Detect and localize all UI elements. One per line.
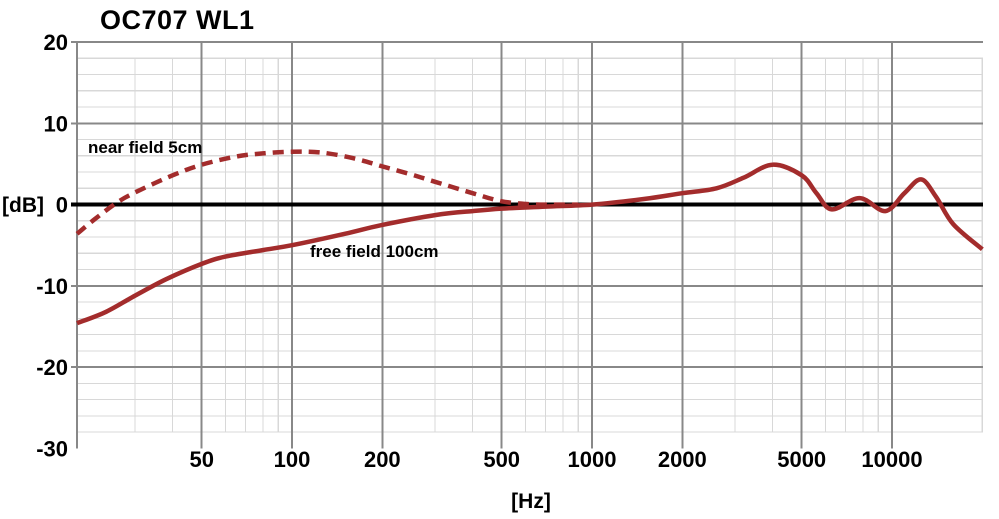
y-tick-label: -30 [36, 436, 68, 461]
chart-title: OC707 WL1 [100, 5, 255, 35]
x-tick-label: 1000 [568, 447, 617, 472]
x-tick-label: 200 [364, 447, 401, 472]
free-field-curve [76, 162, 984, 326]
y-tick-label: 0 [56, 193, 68, 218]
y-tick-label: -20 [36, 355, 68, 380]
x-tick-label: 5000 [777, 447, 826, 472]
y-axis-unit-label: [dB] [2, 194, 44, 217]
y-tick-label: 10 [44, 111, 68, 136]
curve-label-near-field: near field 5cm [88, 138, 202, 157]
x-axis-unit-label: [Hz] [511, 490, 551, 513]
axis-lines [71, 42, 983, 449]
curve-label-free-field: free field 100cm [310, 242, 439, 261]
grid-minor-lines [77, 57, 983, 433]
y-tick-label: -10 [36, 274, 68, 299]
x-tick-label: 50 [189, 447, 213, 472]
y-tick-label: 20 [44, 30, 68, 55]
x-tick-label: 10000 [861, 447, 922, 472]
near-field-curve [75, 149, 579, 236]
grid-major-lines [71, 41, 983, 449]
x-tick-label: 100 [274, 447, 311, 472]
x-tick-label: 2000 [658, 447, 707, 472]
response-curves [75, 149, 984, 326]
x-tick-label: 500 [483, 447, 520, 472]
